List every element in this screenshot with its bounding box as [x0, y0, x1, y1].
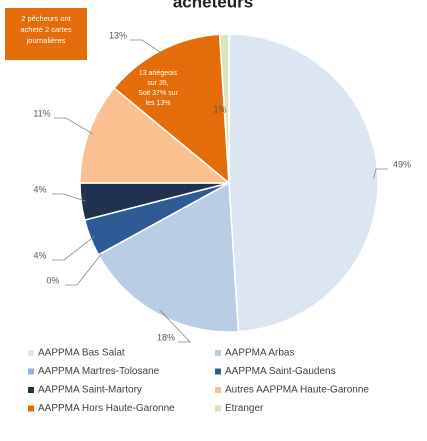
legend-swatch	[28, 387, 34, 393]
data-label: 18%	[157, 332, 175, 342]
legend-label: AAPPMA Arbas	[225, 348, 294, 359]
legend-label: AAPPMA Saint-Gaudens	[225, 366, 336, 377]
legend-swatch	[28, 350, 34, 356]
pie-slice	[218, 33, 230, 184]
annotation-text: 13 ariégeois	[139, 70, 178, 77]
annotation-text: 2 pêcheurs ont	[21, 14, 72, 23]
legend-label: AAPPMA Saint-Martory	[38, 385, 142, 396]
legend-label: AAPPMA Bas Salat	[38, 348, 125, 359]
legend-label: AAPPMA Martres-Tolosane	[38, 366, 160, 377]
leader-line	[52, 193, 86, 202]
data-label: 11%	[33, 108, 50, 118]
chart-title: acheteurs	[173, 0, 253, 11]
legend-swatch	[215, 350, 221, 356]
pie-slice	[97, 181, 240, 333]
annotation-text: sur 35,	[147, 80, 168, 87]
data-label: 13%	[109, 30, 127, 40]
legend-label: Etranger	[225, 403, 264, 414]
annotation-text: Soit 37% sur	[138, 90, 178, 97]
legend-swatch	[28, 368, 34, 375]
annotation-text: les 13%	[146, 100, 171, 107]
pie-slice	[113, 33, 230, 185]
legend-swatch	[215, 405, 221, 412]
data-label: 4%	[33, 250, 46, 260]
data-label: 49%	[393, 159, 411, 169]
leader-line	[65, 252, 103, 286]
leader-line	[373, 168, 388, 179]
data-label: 1%	[213, 104, 226, 114]
data-label: 4%	[33, 184, 46, 194]
leader-line	[54, 117, 94, 135]
annotation-text: acheté 2 cartes	[20, 25, 72, 34]
legend-swatch	[215, 387, 221, 393]
leader-line	[52, 235, 95, 261]
legend-swatch	[28, 405, 34, 412]
leader-line	[159, 309, 191, 343]
legend-label: AAPPMA Hors Haute-Garonne	[38, 403, 175, 414]
leader-line	[130, 39, 164, 55]
pie-slice	[228, 33, 379, 333]
legend-label: Autres AAPPMA Haute-Garonne	[225, 385, 369, 396]
legend-swatch	[215, 368, 221, 375]
annotation-box	[5, 8, 87, 60]
annotation-text: journalières	[26, 36, 66, 45]
pie-slice	[79, 86, 232, 184]
data-label: 0%	[46, 275, 59, 285]
